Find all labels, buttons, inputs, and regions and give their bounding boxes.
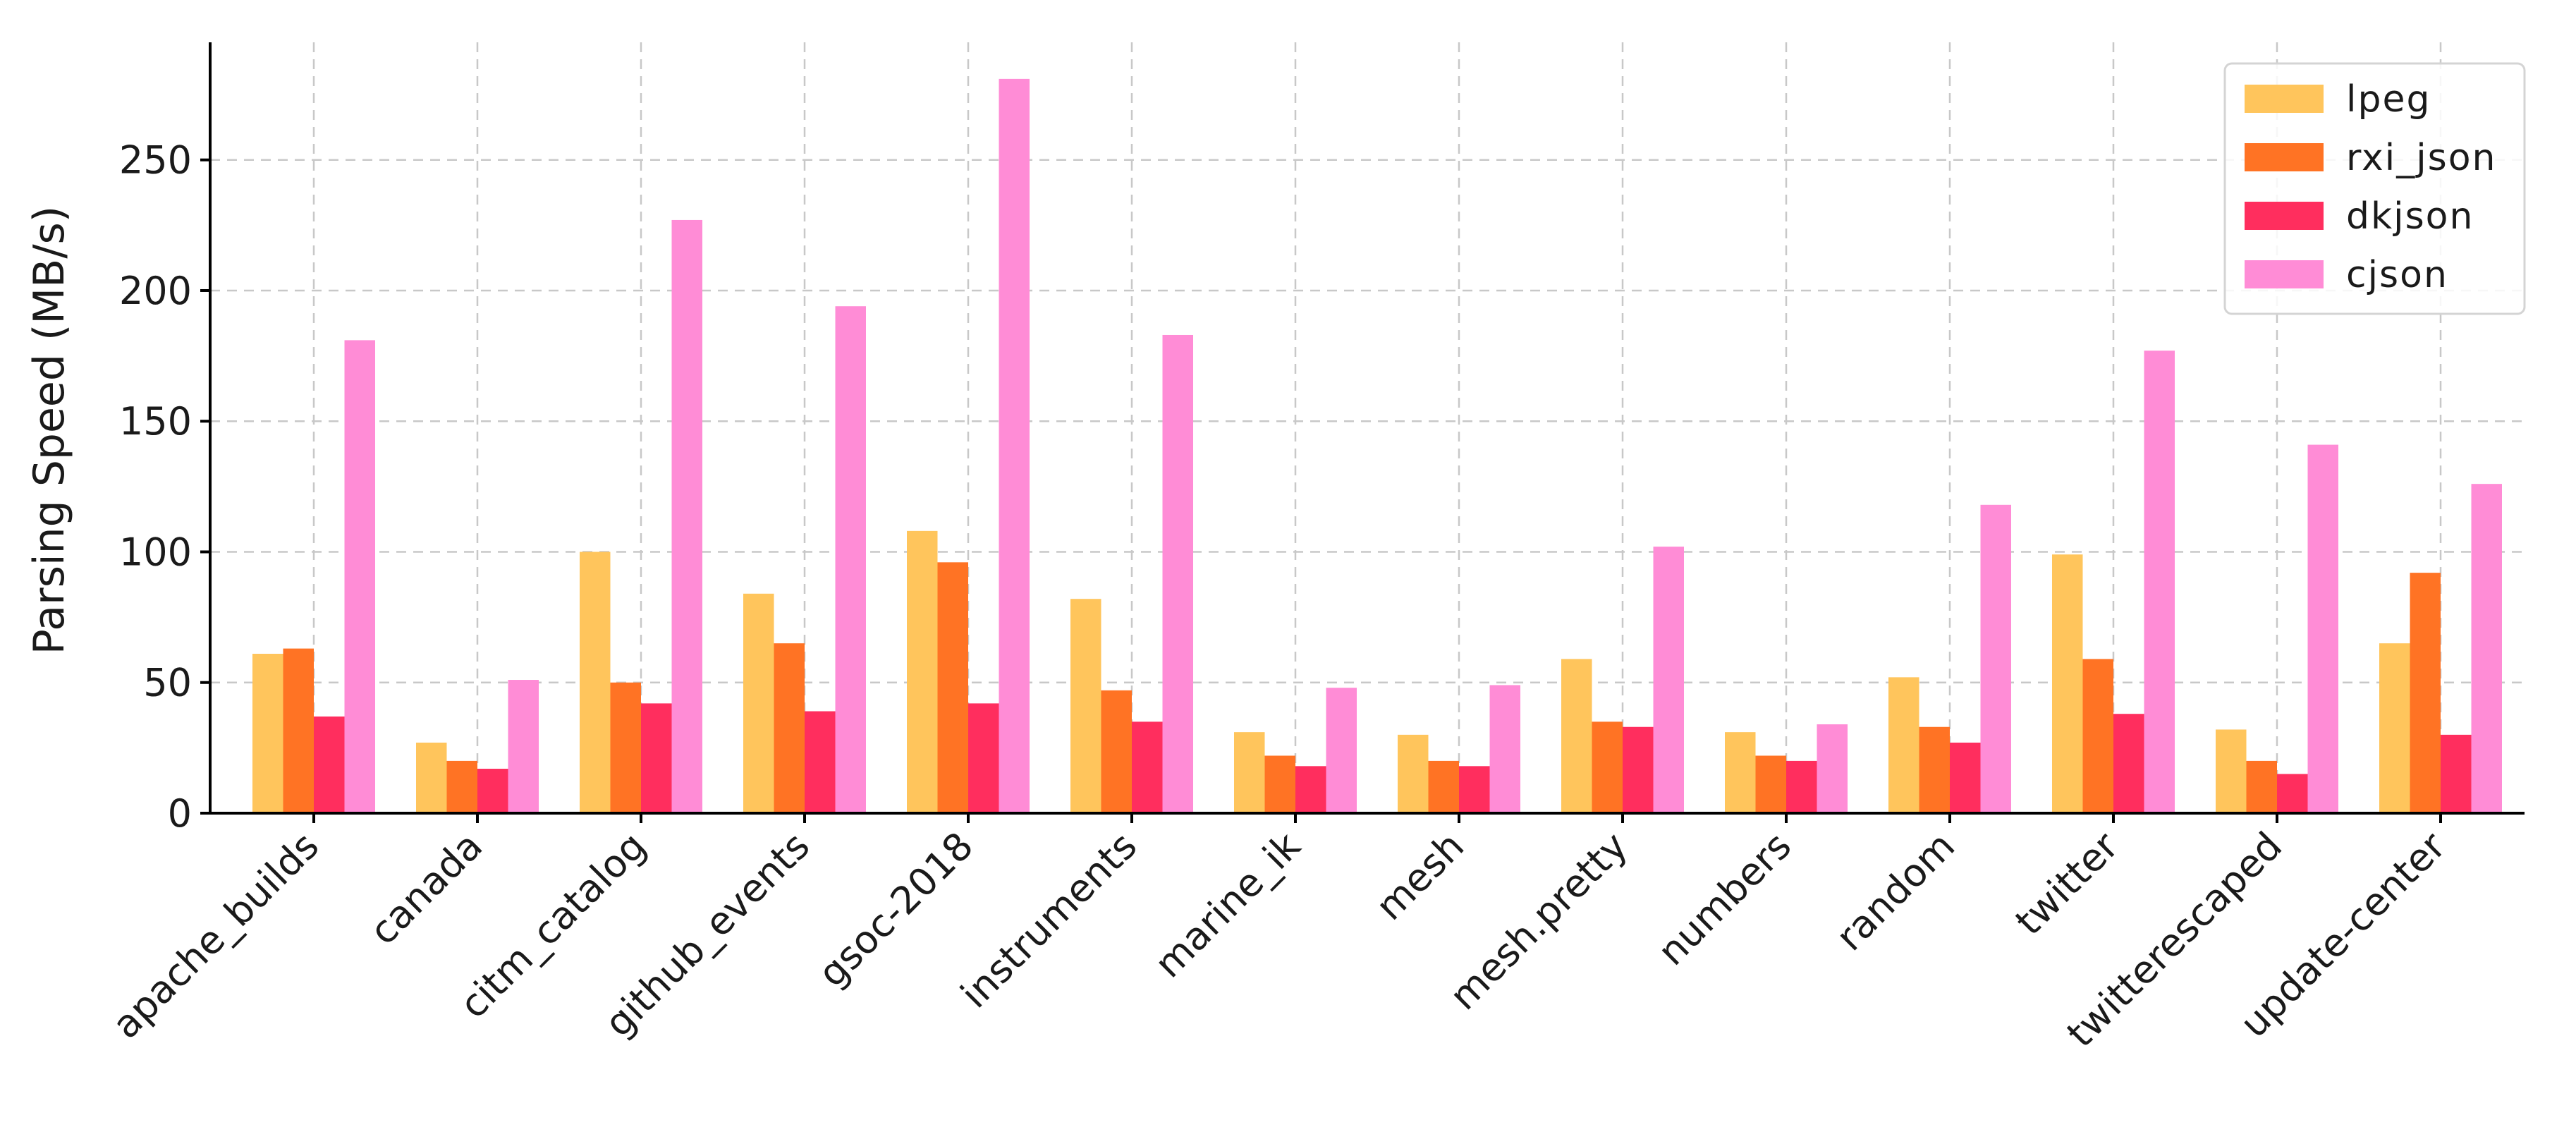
x-tick-label: random [1828,824,1964,960]
bar-rxi_json-mesh.pretty [1592,721,1623,813]
bar-dkjson-update-center [2441,734,2472,813]
bar-lpeg-twitterescaped [2216,729,2247,813]
bar-dkjson-gsoc-2018 [968,703,999,813]
x-tick-label: canada [361,824,491,954]
bar-cjson-canada [508,680,539,813]
bar-cjson-github_events [835,306,866,813]
bar-rxi_json-numbers [1755,755,1786,813]
bar-rxi_json-citm_catalog [610,682,641,813]
legend-box [2223,62,2526,315]
bar-dkjson-marine_ik [1295,766,1326,813]
bar-rxi_json-mesh [1428,760,1459,813]
bar-dkjson-twitter [2113,714,2144,813]
bar-cjson-instruments [1162,334,1193,813]
bar-dkjson-github_events [805,711,836,813]
bar-rxi_json-gsoc-2018 [937,562,968,813]
bar-cjson-numbers [1817,724,1848,813]
x-tick-label: marine_ik [1146,823,1309,986]
bar-lpeg-twitter [2052,554,2083,813]
bar-dkjson-twitterescaped [2277,774,2308,813]
legend-swatch-lpeg [2245,85,2324,113]
bar-cjson-random [1980,504,2011,813]
bar-rxi_json-random [1919,726,1950,813]
x-tick-label: mesh [1367,824,1472,929]
bar-rxi_json-update-center [2410,573,2441,813]
x-tick-label: apache_builds [104,824,327,1047]
y-tick-label: 100 [119,530,192,574]
axes [200,42,2525,823]
x-tick-label: instruments [952,824,1145,1017]
bar-cjson-mesh [1489,685,1520,813]
bar-lpeg-random [1888,677,1919,813]
bar-cjson-marine_ik [1326,688,1357,813]
bar-dkjson-random [1950,742,1981,813]
bar-lpeg-update-center [2379,643,2410,813]
bar-rxi_json-canada [446,760,477,813]
bar-lpeg-gsoc-2018 [907,530,938,813]
bar-cjson-twitterescaped [2307,444,2338,813]
bar-rxi_json-github_events [774,643,805,813]
bar-dkjson-numbers [1786,760,1817,813]
bar-lpeg-canada [416,742,447,813]
bar-dkjson-citm_catalog [641,703,672,813]
bar-dkjson-apache_builds [314,716,345,813]
bar-lpeg-marine_ik [1234,732,1265,813]
x-tick-label: numbers [1649,824,1800,974]
bar-lpeg-apache_builds [252,653,283,813]
y-tick-label: 150 [119,399,192,444]
bar-lpeg-mesh.pretty [1561,659,1592,813]
y-tick-label: 50 [143,661,192,705]
bar-rxi_json-twitterescaped [2246,760,2277,813]
bar-lpeg-citm_catalog [580,552,611,813]
legend-swatch-cjson [2245,260,2324,288]
bar-lpeg-github_events [743,593,774,813]
bar-cjson-gsoc-2018 [999,78,1030,813]
bar-dkjson-mesh.pretty [1623,726,1654,813]
y-tick-label: 200 [119,269,192,313]
legend-label-cjson: cjson [2346,254,2448,296]
x-tick-label: twitter [2007,823,2128,944]
legend-swatch-rxi_json [2245,143,2324,171]
bar-cjson-update-center [2471,484,2502,813]
bars [252,78,2502,814]
legend-label-dkjson: dkjson [2346,195,2474,238]
bar-dkjson-instruments [1132,721,1163,813]
bar-cjson-apache_builds [344,340,375,814]
bar-cjson-citm_catalog [671,219,702,813]
y-axis-label: Parsing Speed (MB/s) [25,206,74,654]
bar-cjson-twitter [2144,351,2175,813]
x-tick-label: gsoc-2018 [810,824,982,996]
bar-cjson-mesh.pretty [1653,547,1684,813]
bar-rxi_json-instruments [1101,690,1132,813]
grid-lines [210,42,2525,815]
legend-label-lpeg: lpeg [2346,78,2431,121]
y-tick-label: 250 [119,138,192,183]
bar-dkjson-mesh [1459,766,1490,813]
bar-rxi_json-twitter [2082,659,2113,813]
bar-lpeg-instruments [1070,599,1101,813]
bar-dkjson-canada [477,769,508,813]
legend-swatch-dkjson [2245,202,2324,230]
bar-rxi_json-apache_builds [283,648,314,813]
legend-label-rxi_json: rxi_json [2346,137,2497,179]
bar-lpeg-numbers [1725,732,1756,813]
x-tick-labels: apache_builds canadacitm_cataloggithub_ev… [104,823,2455,1056]
y-tick-labels: 0 50 100 150 200 250 [119,138,192,836]
y-tick-label: 0 [168,791,192,836]
bar-rxi_json-marine_ik [1264,755,1295,813]
bar-lpeg-mesh [1398,734,1429,813]
